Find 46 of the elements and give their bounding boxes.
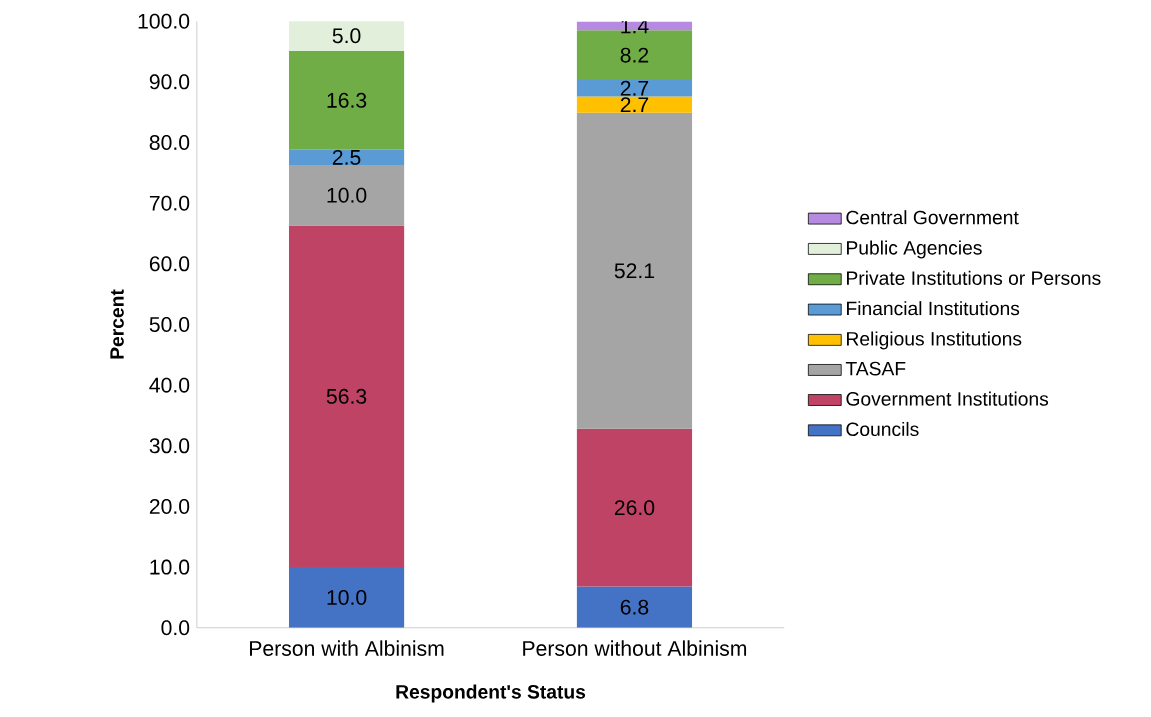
y-tick-label: 80.0	[149, 134, 190, 150]
data-label: 16.3	[327, 92, 367, 108]
y-tick-label: 70.0	[149, 195, 190, 211]
bar	[288, 50, 405, 150]
data-label: 52.1	[614, 263, 655, 279]
legend-label: Financial Institutions	[847, 301, 1020, 316]
data-label: 10.0	[327, 589, 367, 605]
data-label: 56.3	[326, 388, 367, 404]
y-tick-label: 100.0	[138, 13, 190, 29]
legend-label: Central Government	[846, 210, 1019, 225]
data-label: 5.0	[332, 28, 361, 44]
data-label: 2.7	[620, 80, 649, 96]
bar	[288, 164, 405, 226]
data-label: 6.8	[620, 599, 649, 615]
legend-label: Religious Institutions	[847, 331, 1022, 350]
data-label: 26.0	[614, 500, 655, 516]
y-tick-label: 10.0	[150, 559, 190, 575]
y-tick-label: 30.0	[149, 438, 190, 454]
bar	[576, 79, 693, 97]
bar	[576, 428, 693, 587]
x-axis-title: Respondent's Status	[396, 684, 586, 703]
y-axis-title: Percent	[110, 289, 124, 359]
data-label: 10.0	[327, 187, 367, 203]
bar	[288, 566, 405, 628]
legend-label: TASAF	[845, 361, 906, 376]
bar	[576, 112, 693, 429]
legend-label: Public Agencies	[847, 240, 982, 259]
bar	[288, 21, 405, 51]
data-label: 2.5	[332, 149, 361, 165]
y-tick-label: 0.0	[161, 620, 190, 636]
y-tick-label: 40.0	[149, 377, 190, 393]
bar	[576, 96, 693, 113]
data-label: 2.7	[620, 97, 649, 112]
legend-label: Government Institutions	[846, 391, 1049, 406]
y-tick-label: 60.0	[149, 256, 190, 272]
bar	[288, 149, 405, 165]
x-tick-label: Person without Albinism	[523, 640, 747, 656]
bar	[288, 225, 405, 567]
y-tick-label: 50.0	[149, 316, 190, 332]
x-tick-label: Person with Albinism	[250, 640, 444, 656]
bar	[576, 586, 693, 628]
data-label: 8.2	[620, 47, 649, 63]
y-tick-label: 90.0	[149, 74, 190, 90]
y-tick-label: 20.0	[149, 498, 190, 514]
legend-label: Councils	[846, 421, 919, 436]
legend-label: Private Institutions or Persons	[847, 270, 1101, 285]
